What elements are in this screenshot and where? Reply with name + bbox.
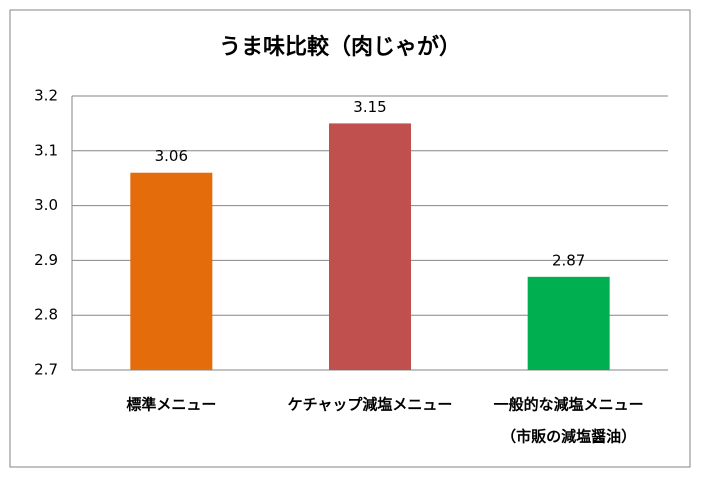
bar	[130, 172, 213, 370]
x-tick-label: （市販の減塩醤油）	[501, 428, 636, 446]
y-tick-label: 3.1	[34, 141, 58, 159]
x-tick-label: 標準メニュー	[126, 396, 216, 414]
y-tick-label: 2.9	[34, 251, 58, 269]
y-tick-label: 3.0	[34, 196, 58, 214]
y-tick-label: 2.8	[34, 306, 58, 324]
bar	[527, 276, 610, 370]
value-label: 3.06	[155, 147, 188, 165]
y-tick-label: 2.7	[34, 361, 58, 379]
chart-title: うま味比較（肉じゃが）	[219, 34, 461, 60]
x-tick-label: ケチャップ減塩メニュー	[288, 396, 453, 414]
value-label: 3.15	[353, 98, 386, 116]
y-tick-label: 3.2	[34, 87, 58, 105]
value-label: 2.87	[552, 251, 585, 269]
x-tick-label: 一般的な減塩メニュー	[494, 396, 644, 414]
bar	[329, 123, 411, 371]
